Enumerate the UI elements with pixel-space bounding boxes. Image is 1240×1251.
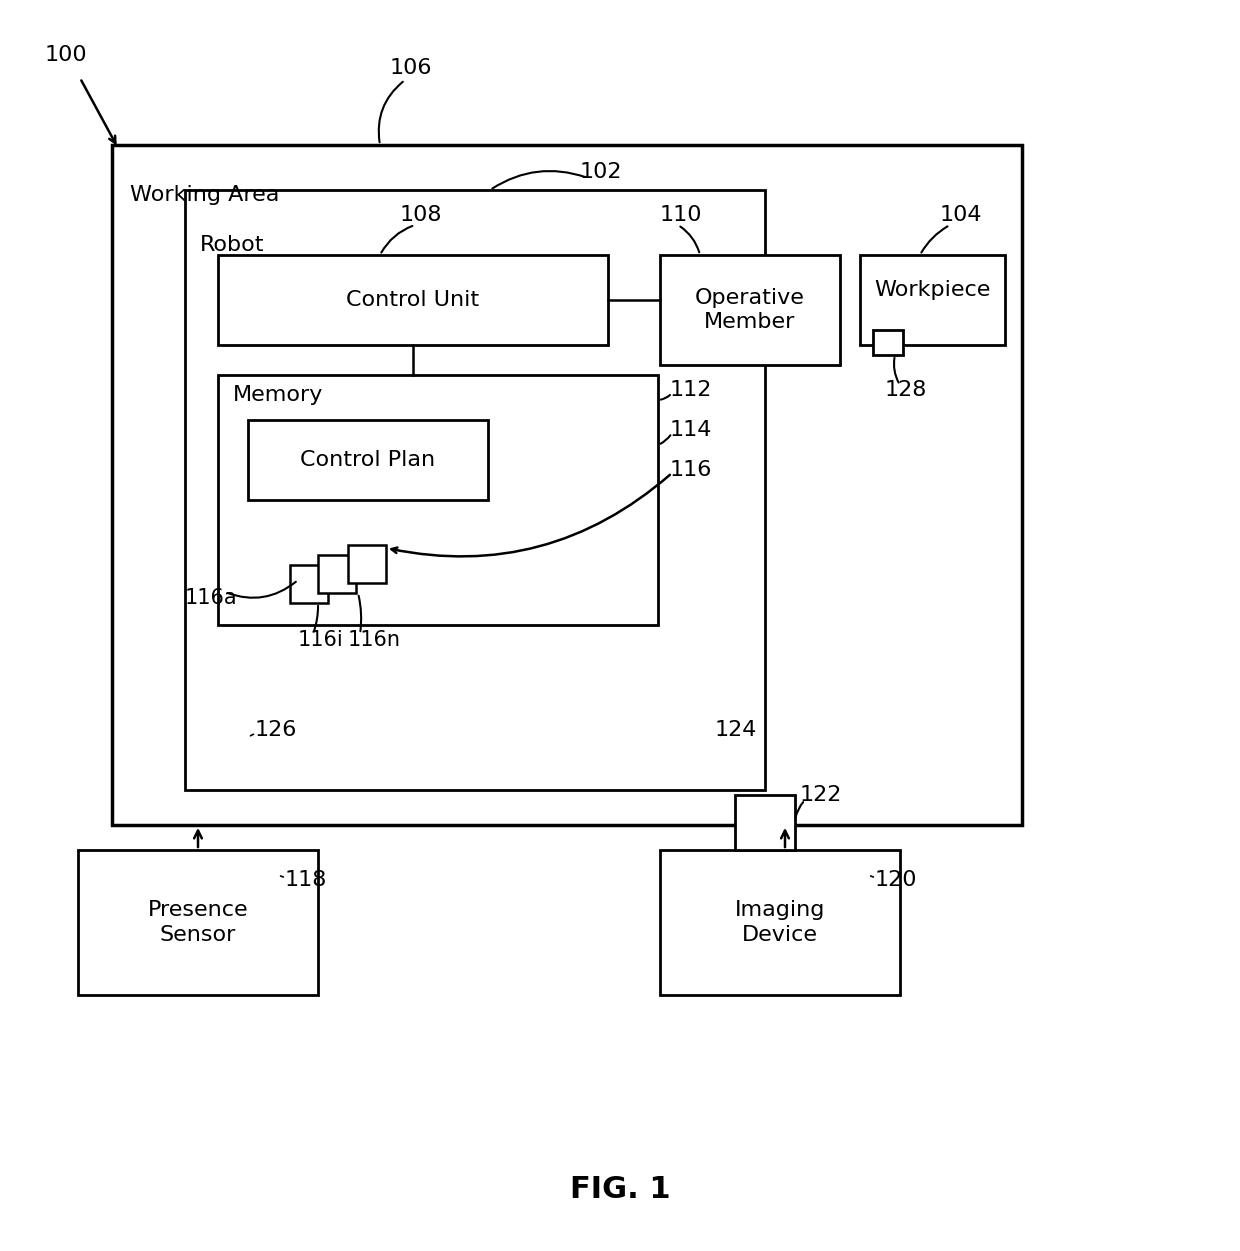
Bar xyxy=(873,330,903,355)
Bar xyxy=(861,255,1004,345)
Text: Memory: Memory xyxy=(233,385,324,405)
Text: Operative
Member: Operative Member xyxy=(696,288,805,333)
Text: 118: 118 xyxy=(285,869,327,889)
Text: 104: 104 xyxy=(940,205,982,225)
Text: 100: 100 xyxy=(45,45,88,65)
Text: 106: 106 xyxy=(391,58,433,78)
Bar xyxy=(248,420,489,500)
Text: Control Plan: Control Plan xyxy=(300,450,435,470)
Text: Presence
Sensor: Presence Sensor xyxy=(148,901,248,945)
Bar xyxy=(317,555,356,593)
Text: 110: 110 xyxy=(660,205,703,225)
Text: 124: 124 xyxy=(715,721,758,741)
Text: FIG. 1: FIG. 1 xyxy=(569,1176,671,1205)
Bar xyxy=(290,565,329,603)
Text: 120: 120 xyxy=(875,869,918,889)
Text: 122: 122 xyxy=(800,784,842,804)
Text: 116n: 116n xyxy=(348,631,401,651)
Bar xyxy=(660,255,839,365)
Text: 112: 112 xyxy=(670,380,712,400)
Text: Imaging
Device: Imaging Device xyxy=(735,901,825,945)
Text: 128: 128 xyxy=(885,380,928,400)
Text: 116: 116 xyxy=(670,460,712,480)
Text: Workpiece: Workpiece xyxy=(874,280,991,300)
Bar xyxy=(78,849,317,995)
Bar xyxy=(735,794,795,849)
Text: 116a: 116a xyxy=(185,588,238,608)
Bar xyxy=(185,190,765,789)
Bar xyxy=(218,375,658,626)
Bar xyxy=(112,145,1022,824)
Bar xyxy=(660,849,900,995)
Text: 102: 102 xyxy=(580,161,622,181)
Text: 108: 108 xyxy=(401,205,443,225)
Bar xyxy=(218,255,608,345)
Text: 116i: 116i xyxy=(298,631,343,651)
Text: 126: 126 xyxy=(255,721,298,741)
Text: Robot: Robot xyxy=(200,235,264,255)
Bar xyxy=(348,545,386,583)
Text: Working Area: Working Area xyxy=(130,185,279,205)
Text: Control Unit: Control Unit xyxy=(346,290,480,310)
Text: 114: 114 xyxy=(670,420,712,440)
